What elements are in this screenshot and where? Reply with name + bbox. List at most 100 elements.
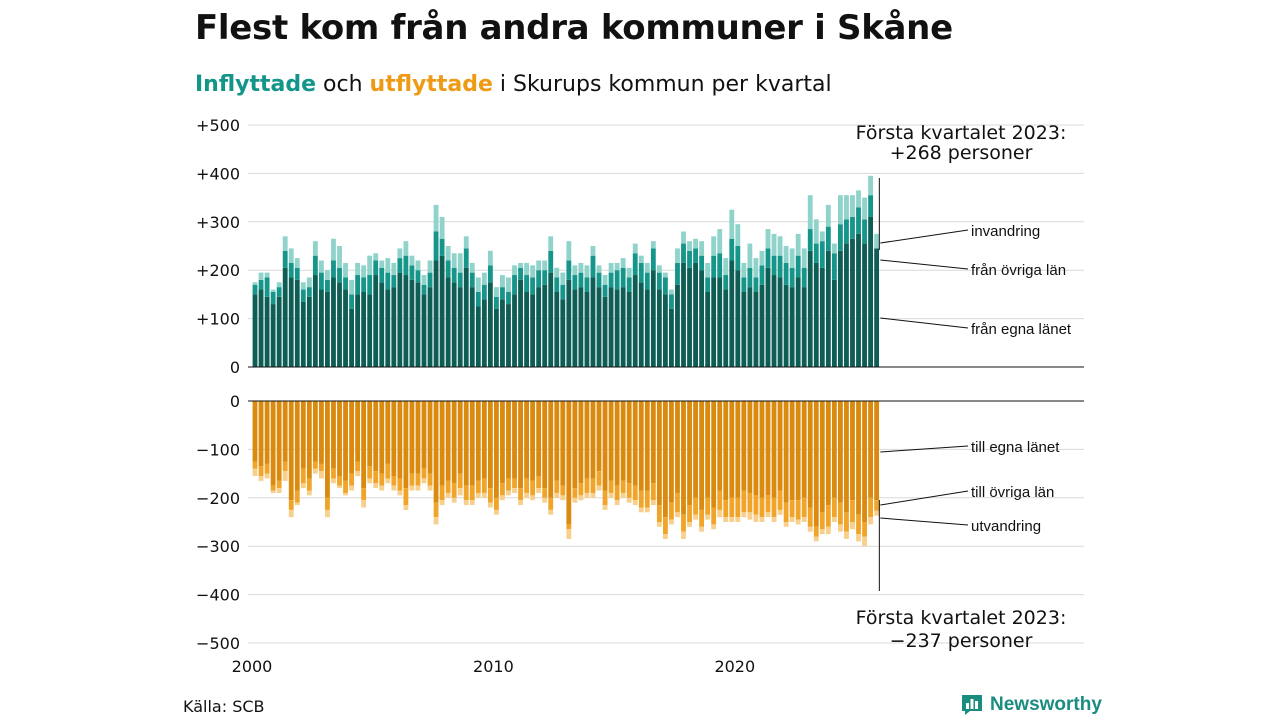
bar-in-other: [506, 291, 511, 305]
bar-out-emi: [856, 534, 861, 542]
bar-out-other: [602, 490, 608, 506]
bar-out-own: [735, 401, 741, 498]
bar-out-emi: [681, 531, 686, 539]
bar-out-other: [566, 524, 572, 530]
bar-in-own: [753, 291, 759, 367]
bar-out-other: [258, 466, 264, 477]
bar-in-own: [355, 294, 361, 367]
bar-out-own: [602, 401, 608, 491]
bar-out-own: [536, 401, 542, 477]
bar-in-imm: [669, 289, 674, 295]
bar-in-other: [282, 250, 288, 268]
bar-in-own: [596, 287, 602, 367]
subtitle-inflyttade: Inflyttade: [195, 72, 317, 97]
bar-in-own: [397, 272, 403, 367]
bar-in-own: [506, 304, 511, 367]
y-tick-bottom: −400: [196, 586, 240, 605]
bar-in-own: [331, 277, 336, 367]
bar-in-own: [566, 279, 572, 367]
bar-out-own: [862, 401, 867, 522]
bar-out-other: [705, 497, 711, 515]
bar-out-emi: [819, 529, 825, 535]
bar-in-other: [349, 294, 354, 309]
bar-in-other: [433, 231, 439, 261]
bar-out-own: [765, 401, 771, 496]
bar-out-own: [614, 401, 620, 486]
bar-out-own: [288, 401, 294, 501]
bar-in-other: [270, 291, 276, 305]
bar-out-emi: [258, 476, 264, 481]
bar-in-own: [681, 262, 686, 367]
bar-out-other: [487, 488, 493, 503]
bar-out-emi: [711, 524, 717, 530]
bar-out-other: [687, 505, 692, 522]
bar-in-other: [518, 267, 523, 280]
bar-in-other: [343, 277, 348, 290]
bar-out-other: [813, 526, 819, 537]
bar-in-imm: [361, 265, 367, 278]
bar-out-emi: [844, 531, 849, 539]
bar-out-emi: [457, 488, 463, 496]
bar-out-emi: [451, 497, 457, 503]
bar-in-imm: [632, 243, 638, 254]
bar-in-other: [403, 255, 409, 276]
bar-out-own: [451, 401, 457, 484]
bar-in-own: [391, 287, 397, 367]
bar-out-other: [512, 478, 517, 489]
bar-in-own: [294, 279, 300, 367]
bar-in-imm: [300, 282, 306, 290]
bar-in-other: [687, 250, 692, 268]
bar-out-own: [572, 401, 578, 489]
bar-out-other: [391, 476, 397, 486]
bar-out-other: [457, 473, 463, 489]
x-tick: 2010: [473, 657, 514, 676]
bar-in-imm: [506, 277, 511, 292]
bar-out-other: [282, 461, 288, 472]
bar-in-own: [433, 260, 439, 367]
bar-in-imm: [457, 253, 463, 273]
y-tick-bottom: −300: [196, 537, 240, 556]
bar-in-own: [602, 296, 608, 367]
bar-out-other: [856, 514, 861, 535]
bar-in-imm: [512, 265, 517, 276]
bar-out-own: [717, 401, 723, 491]
bar-in-imm: [777, 236, 783, 256]
bar-in-own: [379, 282, 385, 367]
bar-out-other: [765, 495, 771, 513]
bar-in-imm: [644, 262, 650, 273]
bar-in-own: [801, 287, 807, 367]
bar-in-other: [729, 238, 735, 261]
bar-in-imm: [494, 287, 499, 297]
y-tick-bottom: −100: [196, 440, 240, 459]
bar-out-own: [566, 401, 572, 525]
bar-out-own: [874, 401, 880, 501]
bar-in-imm: [675, 248, 680, 263]
bar-out-emi: [343, 492, 348, 496]
bar-out-emi: [518, 500, 523, 506]
bar-in-other: [819, 241, 825, 268]
bar-out-own: [801, 401, 807, 498]
bar-in-own: [524, 291, 530, 367]
bar-in-own: [512, 294, 517, 367]
bar-in-other: [409, 265, 415, 280]
bar-out-other: [868, 497, 874, 518]
bar-out-emi: [650, 500, 656, 506]
bar-out-other: [373, 471, 379, 484]
y-tick-top: 0: [230, 358, 240, 377]
bar-in-own: [572, 289, 578, 367]
bar-in-other: [427, 272, 433, 288]
bar-out-own: [258, 401, 264, 467]
bar-in-imm: [759, 250, 765, 266]
bar-in-own: [741, 291, 747, 367]
bar-out-own: [596, 401, 602, 472]
bar-out-own: [294, 401, 300, 491]
bar-out-other: [807, 507, 813, 527]
bar-out-other: [379, 473, 385, 486]
bar-out-other: [747, 492, 753, 513]
bar-in-imm: [391, 262, 397, 276]
bar-in-imm: [312, 241, 318, 256]
bar-in-own: [415, 282, 421, 367]
bar-out-own: [469, 401, 475, 486]
brand-logo[interactable]: Newsworthy: [960, 693, 1102, 717]
bar-in-imm: [270, 289, 276, 292]
